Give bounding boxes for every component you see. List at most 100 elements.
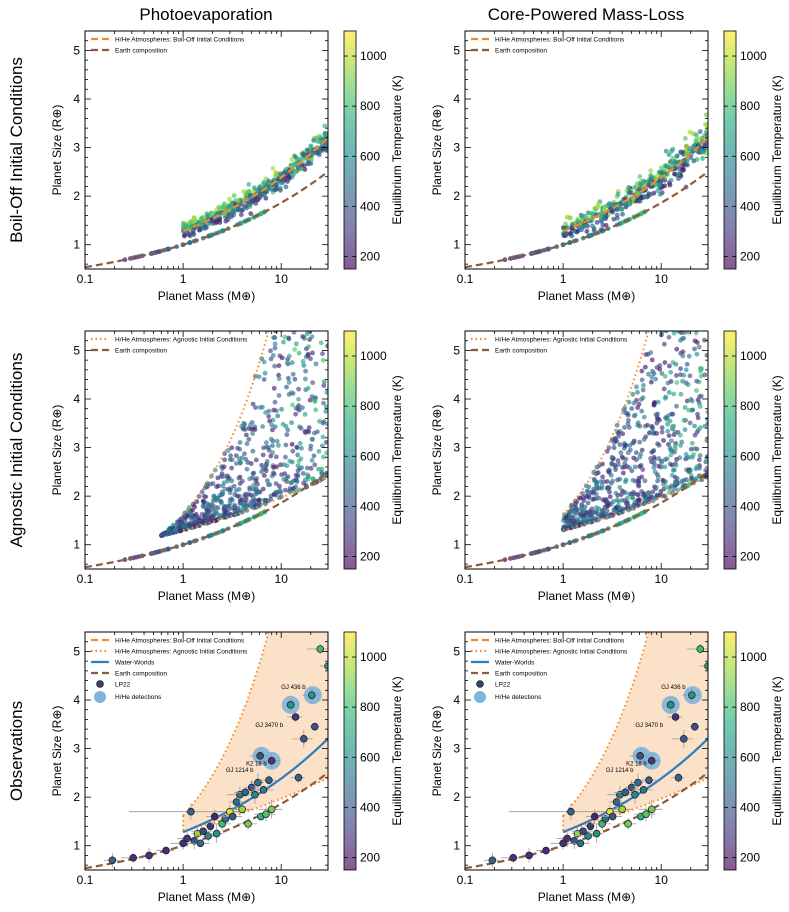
model-planet	[673, 462, 679, 468]
colorbar-tick-label: 400	[740, 199, 760, 213]
model-planet	[615, 458, 621, 464]
model-planet	[248, 211, 254, 217]
model-planet	[626, 184, 631, 190]
colorbar-label: Equilibrium Temperature (K)	[390, 676, 404, 825]
model-planet	[641, 414, 647, 420]
model-planet	[268, 356, 274, 362]
model-planet	[295, 406, 300, 411]
legend-label-earth: Earth composition	[495, 671, 547, 678]
model-planet	[240, 207, 246, 213]
model-planet	[272, 341, 278, 347]
legend-label-boiloff: H/He Atmospheres: Boil-Off Initial Condi…	[495, 37, 625, 44]
model-planet	[231, 193, 237, 198]
x-tick-label: 0.1	[77, 272, 94, 286]
panel-p0: 0.1 1 10 1 2 3 4 5 Planet Mass (M⊕) Planet Size (…	[50, 30, 404, 303]
model-planet	[226, 486, 231, 492]
model-planet	[203, 482, 209, 488]
model-planet	[204, 512, 210, 517]
model-planet	[253, 457, 259, 463]
model-planet	[273, 489, 279, 495]
lp22-planet	[488, 856, 497, 865]
axes-frame	[84, 30, 329, 270]
model-planet	[265, 482, 271, 488]
model-planet	[594, 483, 599, 488]
model-planet	[305, 385, 311, 391]
model-planet	[292, 347, 298, 352]
model-planet	[704, 454, 708, 459]
panels: 0.1 1 10 1 2 3 4 5 Planet Mass (M⊕) Planet Size (…	[50, 30, 784, 904]
model-planet	[663, 415, 668, 421]
x-tick-label: 0.1	[457, 572, 474, 586]
model-planet	[620, 211, 625, 217]
model-planet	[284, 432, 290, 438]
model-planet	[310, 436, 315, 442]
model-planet	[270, 443, 275, 449]
model-planet	[286, 336, 292, 342]
model-planet	[300, 471, 306, 476]
model-planet	[276, 483, 282, 489]
model-planet	[284, 384, 289, 390]
model-planet	[286, 353, 292, 359]
lp22-planet	[542, 846, 550, 855]
lp22-planet	[666, 701, 675, 709]
lp22-planet	[586, 822, 595, 831]
model-planet	[227, 196, 232, 202]
y-tick-label: 1	[453, 238, 460, 252]
lp22-planet	[567, 807, 575, 816]
model-planet	[325, 343, 328, 349]
earth-composition-line	[85, 170, 328, 269]
model-planet	[214, 219, 220, 224]
model-planet	[696, 344, 702, 350]
lp22-planet	[221, 815, 230, 823]
model-planet	[307, 397, 313, 403]
model-planet	[648, 379, 654, 385]
model-planet	[200, 518, 206, 524]
model-planet	[323, 404, 328, 410]
model-planet	[196, 494, 202, 499]
colorbar-tick-label: 600	[360, 149, 380, 163]
model-planet	[280, 421, 286, 427]
model-planet	[591, 227, 597, 233]
model-planet	[243, 494, 249, 500]
model-planet	[692, 446, 698, 452]
model-planet	[694, 464, 700, 470]
model-planet	[233, 460, 239, 466]
model-planet	[662, 457, 668, 463]
legend-label-boiloff: H/He Atmospheres: Boil-Off Initial Condi…	[115, 638, 245, 645]
model-planet	[206, 504, 212, 509]
model-planet	[236, 486, 242, 492]
lp22-planet	[679, 735, 688, 743]
model-planet	[634, 502, 640, 508]
x-tick-label: 1	[180, 873, 187, 887]
model-planet	[174, 521, 180, 526]
y-tick-label: 5	[453, 43, 460, 57]
model-planet	[654, 431, 660, 436]
lp22-planet	[145, 851, 153, 860]
model-planet	[684, 143, 690, 149]
model-planet	[273, 454, 279, 460]
model-planet	[584, 511, 590, 517]
model-planet	[227, 490, 233, 496]
model-planet	[213, 510, 219, 516]
lp22-planet	[324, 662, 328, 670]
model-planet	[301, 480, 307, 486]
axes-frame	[464, 30, 709, 270]
model-planet	[320, 357, 326, 363]
model-planet	[692, 338, 698, 344]
y-tick-label: 3	[73, 141, 80, 155]
model-planet	[590, 223, 595, 229]
model-planet	[181, 512, 187, 518]
lp22-planet	[262, 810, 270, 818]
model-planet	[306, 161, 312, 166]
model-planet	[640, 395, 646, 401]
model-planet	[321, 379, 327, 385]
model-planet	[599, 483, 605, 488]
x-tick-label: 10	[275, 873, 289, 887]
model-planet	[616, 430, 621, 436]
model-planet	[662, 183, 668, 189]
colorbar-tick-label: 600	[740, 149, 760, 163]
model-planet	[662, 464, 668, 470]
x-tick-label: 1	[560, 572, 567, 586]
model-planet	[300, 359, 306, 364]
lp22-planet	[196, 839, 205, 848]
